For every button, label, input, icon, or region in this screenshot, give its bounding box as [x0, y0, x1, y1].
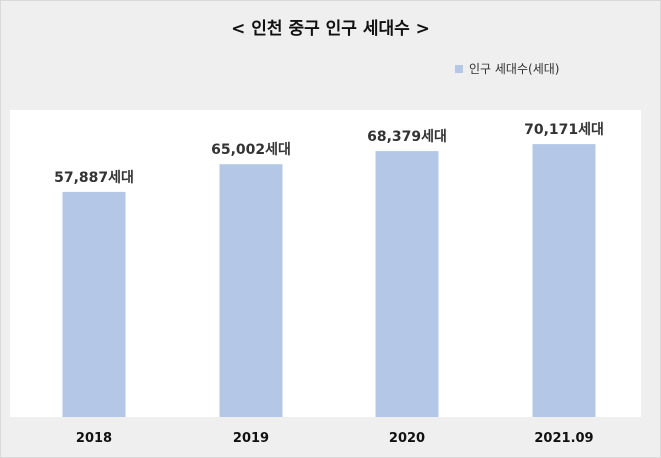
legend-swatch — [455, 64, 463, 73]
bar-2018 — [62, 191, 126, 417]
x-tick-label-2018: 2018 — [76, 431, 112, 446]
data-label-2018: 57,887세대 — [54, 170, 134, 186]
bar-2019 — [219, 164, 283, 417]
legend-label: 인구 세대수(세대) — [469, 62, 560, 76]
bar-2020 — [375, 151, 439, 417]
data-label-2021.09: 70,171세대 — [524, 122, 604, 138]
legend: 인구 세대수(세대) — [455, 60, 559, 77]
x-tick-label-2020: 2020 — [389, 431, 425, 446]
x-tick-label-2019: 2019 — [233, 431, 269, 446]
data-label-2020: 68,379세대 — [367, 129, 447, 145]
bar-2021.09 — [532, 144, 596, 417]
chart-title: < 인천 중구 인구 세대수 > — [231, 19, 430, 39]
data-label-2019: 65,002세대 — [211, 142, 291, 158]
x-tick-label-2021.09: 2021.09 — [534, 431, 593, 446]
